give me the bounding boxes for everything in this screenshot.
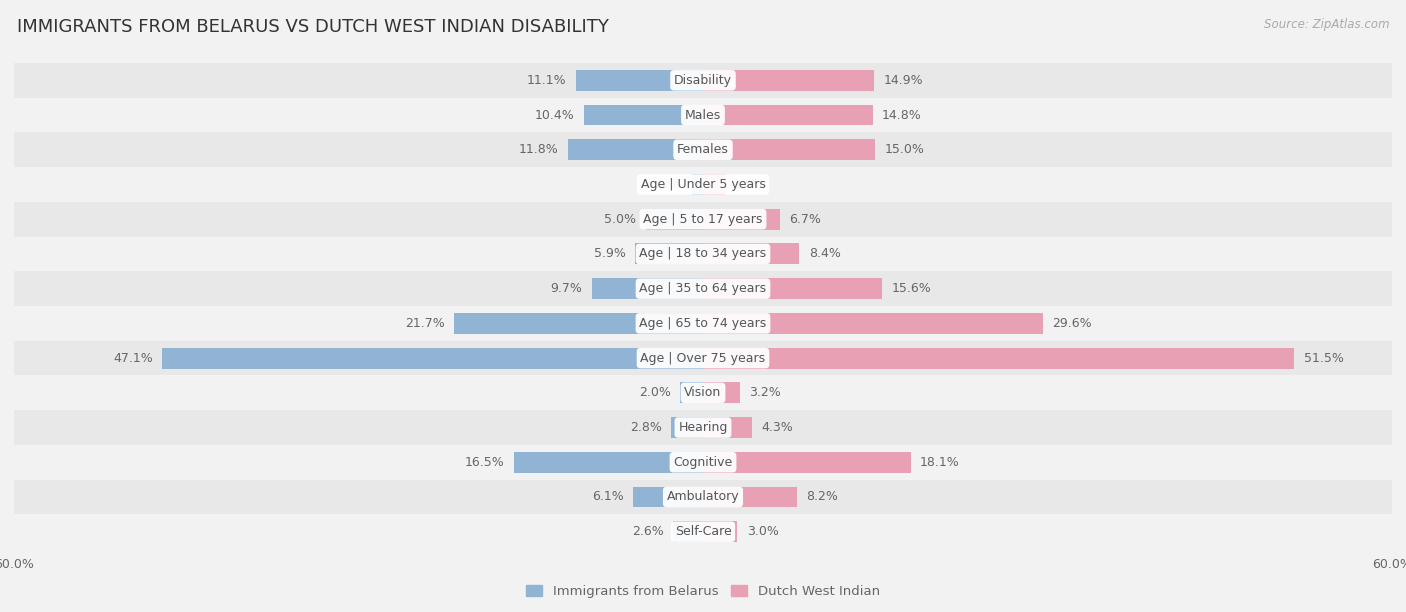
Bar [692, 174, 703, 195]
Text: 14.8%: 14.8% [882, 108, 922, 122]
Bar [14, 167, 1392, 202]
Bar [583, 105, 703, 125]
Bar [14, 63, 1392, 98]
Bar [703, 244, 800, 264]
Bar [633, 487, 703, 507]
Text: 2.0%: 2.0% [638, 386, 671, 399]
Bar [162, 348, 703, 368]
Text: 16.5%: 16.5% [464, 456, 505, 469]
Bar [703, 140, 875, 160]
Text: 3.2%: 3.2% [749, 386, 780, 399]
Bar [671, 417, 703, 438]
Bar [703, 174, 725, 195]
Text: Females: Females [678, 143, 728, 156]
Bar [645, 209, 703, 230]
Bar [14, 375, 1392, 410]
Bar [636, 244, 703, 264]
Bar [14, 271, 1392, 306]
Text: 10.4%: 10.4% [534, 108, 575, 122]
Text: 15.6%: 15.6% [891, 282, 931, 295]
Text: 11.1%: 11.1% [527, 74, 567, 87]
Text: Age | 65 to 74 years: Age | 65 to 74 years [640, 317, 766, 330]
Bar [703, 521, 738, 542]
Text: Males: Males [685, 108, 721, 122]
Bar [14, 202, 1392, 237]
Text: 5.0%: 5.0% [605, 213, 637, 226]
Text: 2.6%: 2.6% [633, 525, 664, 538]
Text: 4.3%: 4.3% [762, 421, 793, 434]
Text: 15.0%: 15.0% [884, 143, 924, 156]
Text: 1.0%: 1.0% [651, 178, 682, 191]
Bar [14, 410, 1392, 445]
Bar [14, 480, 1392, 514]
Text: 47.1%: 47.1% [114, 351, 153, 365]
Text: 9.7%: 9.7% [551, 282, 582, 295]
Bar [592, 278, 703, 299]
Bar [454, 313, 703, 334]
Text: Age | Under 5 years: Age | Under 5 years [641, 178, 765, 191]
Bar [703, 313, 1043, 334]
Text: 5.9%: 5.9% [595, 247, 626, 261]
Text: 18.1%: 18.1% [920, 456, 960, 469]
Bar [575, 70, 703, 91]
Text: Cognitive: Cognitive [673, 456, 733, 469]
Text: 8.4%: 8.4% [808, 247, 841, 261]
Bar [703, 209, 780, 230]
Bar [703, 105, 873, 125]
Text: 1.9%: 1.9% [734, 178, 766, 191]
Text: Source: ZipAtlas.com: Source: ZipAtlas.com [1264, 18, 1389, 31]
Text: 29.6%: 29.6% [1052, 317, 1091, 330]
Text: Hearing: Hearing [678, 421, 728, 434]
Text: Self-Care: Self-Care [675, 525, 731, 538]
Bar [703, 487, 797, 507]
Text: Age | 5 to 17 years: Age | 5 to 17 years [644, 213, 762, 226]
Text: Ambulatory: Ambulatory [666, 490, 740, 504]
Text: 11.8%: 11.8% [519, 143, 558, 156]
Text: 2.8%: 2.8% [630, 421, 662, 434]
Text: Disability: Disability [673, 74, 733, 87]
Bar [14, 341, 1392, 375]
Bar [14, 514, 1392, 549]
Text: Age | 35 to 64 years: Age | 35 to 64 years [640, 282, 766, 295]
Bar [14, 445, 1392, 480]
Text: 3.0%: 3.0% [747, 525, 779, 538]
Text: 6.7%: 6.7% [789, 213, 821, 226]
Bar [703, 417, 752, 438]
Bar [703, 452, 911, 472]
Bar [703, 70, 875, 91]
Text: 6.1%: 6.1% [592, 490, 624, 504]
Text: 8.2%: 8.2% [807, 490, 838, 504]
Bar [568, 140, 703, 160]
Bar [14, 306, 1392, 341]
Text: 14.9%: 14.9% [883, 74, 922, 87]
Text: IMMIGRANTS FROM BELARUS VS DUTCH WEST INDIAN DISABILITY: IMMIGRANTS FROM BELARUS VS DUTCH WEST IN… [17, 18, 609, 36]
Bar [673, 521, 703, 542]
Text: Vision: Vision [685, 386, 721, 399]
Bar [703, 382, 740, 403]
Bar [703, 278, 882, 299]
Text: 51.5%: 51.5% [1303, 351, 1343, 365]
Bar [14, 132, 1392, 167]
Text: Age | Over 75 years: Age | Over 75 years [641, 351, 765, 365]
Bar [703, 348, 1295, 368]
Text: 21.7%: 21.7% [405, 317, 444, 330]
Bar [14, 98, 1392, 132]
Legend: Immigrants from Belarus, Dutch West Indian: Immigrants from Belarus, Dutch West Indi… [520, 580, 886, 603]
Bar [681, 382, 703, 403]
Bar [513, 452, 703, 472]
Bar [14, 237, 1392, 271]
Text: Age | 18 to 34 years: Age | 18 to 34 years [640, 247, 766, 261]
